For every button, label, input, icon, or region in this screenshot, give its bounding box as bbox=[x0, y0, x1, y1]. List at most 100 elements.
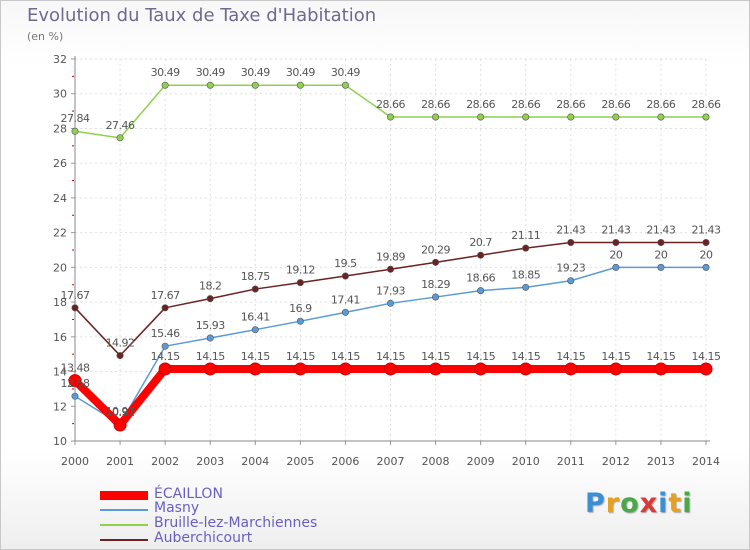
data-label: 30.49 bbox=[151, 66, 180, 79]
data-point bbox=[384, 362, 397, 376]
data-label: 17.41 bbox=[331, 293, 360, 306]
data-label: 17.93 bbox=[376, 284, 405, 297]
brand-letter: i bbox=[682, 488, 693, 519]
data-label: 28.66 bbox=[646, 98, 675, 111]
data-point bbox=[432, 113, 440, 121]
data-point bbox=[522, 283, 530, 291]
x-tick-label: 2010 bbox=[512, 455, 540, 468]
data-label: 14.15 bbox=[196, 350, 225, 363]
data-point bbox=[432, 293, 440, 301]
x-tick-label: 2009 bbox=[467, 455, 495, 468]
y-tick-label: 18 bbox=[53, 296, 67, 309]
y-axis-unit: (en %) bbox=[27, 30, 64, 43]
y-tick-label: 16 bbox=[53, 331, 67, 344]
y-tick-label: 28 bbox=[53, 122, 67, 135]
data-point bbox=[206, 295, 214, 303]
proxiti-logo: Proxiti bbox=[585, 488, 693, 519]
data-label: 21.11 bbox=[511, 229, 540, 242]
legend-swatch-auberchicourt bbox=[100, 539, 148, 541]
data-point bbox=[116, 352, 124, 360]
data-label: 14.15 bbox=[376, 350, 405, 363]
data-label: 19.5 bbox=[334, 257, 357, 270]
x-tick-label: 2007 bbox=[377, 455, 405, 468]
legend-swatch-masny bbox=[100, 509, 148, 511]
data-point bbox=[341, 81, 349, 89]
brand-letter: P bbox=[585, 488, 606, 519]
data-point bbox=[296, 81, 304, 89]
data-label: 14.15 bbox=[692, 350, 721, 363]
data-point bbox=[386, 299, 394, 307]
data-label: 27.46 bbox=[106, 119, 135, 132]
legend-item-ecaillon: ÉCAILLON bbox=[100, 486, 460, 503]
data-label: 28.66 bbox=[421, 98, 450, 111]
data-point bbox=[702, 239, 710, 247]
data-label: 20 bbox=[700, 248, 713, 261]
legend-swatch-ecaillon bbox=[100, 491, 148, 500]
data-point bbox=[158, 362, 172, 376]
data-label: 15.93 bbox=[196, 319, 225, 332]
data-label: 14.92 bbox=[106, 337, 135, 350]
data-label: 21.43 bbox=[556, 224, 585, 237]
data-label: 17.67 bbox=[151, 289, 180, 302]
legend-item-auberchicourt: Auberchicourt bbox=[100, 530, 460, 547]
data-point bbox=[702, 263, 710, 271]
data-point bbox=[296, 279, 304, 287]
data-point bbox=[341, 272, 349, 280]
data-label: 18.75 bbox=[241, 270, 270, 283]
data-label: 14.15 bbox=[241, 350, 270, 363]
data-label: 28.66 bbox=[556, 98, 585, 111]
data-point bbox=[477, 113, 485, 121]
data-label: 30.49 bbox=[331, 66, 360, 79]
data-label: 14.15 bbox=[466, 350, 495, 363]
chart-title: Evolution du Taux de Taxe d'Habitation bbox=[27, 5, 377, 26]
series-line bbox=[72, 364, 706, 430]
data-point bbox=[654, 362, 668, 376]
legend-item-masny: Masny bbox=[100, 500, 460, 517]
y-tick-label: 20 bbox=[53, 261, 67, 274]
data-label: 30.49 bbox=[286, 66, 315, 79]
data-label: 14.15 bbox=[286, 350, 315, 363]
y-tick-label: 26 bbox=[53, 157, 67, 170]
data-label: 28.66 bbox=[376, 98, 405, 111]
y-tick-label: 22 bbox=[53, 227, 67, 240]
data-label: 21.43 bbox=[646, 224, 675, 237]
brand-letter: o bbox=[620, 488, 640, 519]
data-point bbox=[477, 251, 485, 259]
data-point bbox=[564, 362, 578, 376]
data-point bbox=[341, 308, 349, 316]
data-point bbox=[567, 239, 575, 247]
data-label: 18.66 bbox=[466, 272, 495, 285]
data-point bbox=[296, 317, 304, 325]
y-tick-label: 30 bbox=[53, 88, 67, 101]
data-label: 28.66 bbox=[601, 98, 630, 111]
data-label: 15.46 bbox=[151, 327, 180, 340]
data-point bbox=[609, 362, 623, 376]
data-label: 14.15 bbox=[601, 350, 630, 363]
x-tick-label: 2003 bbox=[196, 455, 224, 468]
data-point bbox=[161, 81, 169, 89]
legend-item-bruille: Bruille-lez-Marchiennes bbox=[100, 515, 460, 532]
data-point bbox=[251, 326, 259, 334]
data-point bbox=[474, 362, 488, 376]
brand-letter: x bbox=[639, 488, 659, 519]
data-point bbox=[657, 239, 665, 247]
data-label: 30.49 bbox=[196, 66, 225, 79]
data-point bbox=[293, 362, 307, 376]
data-point bbox=[161, 304, 169, 312]
legend-label-masny: Masny bbox=[154, 500, 200, 516]
x-tick-label: 2011 bbox=[557, 455, 585, 468]
x-tick-label: 2001 bbox=[106, 455, 134, 468]
data-label: 14.15 bbox=[151, 350, 180, 363]
data-label: 17.67 bbox=[61, 289, 90, 302]
data-point bbox=[477, 287, 485, 295]
data-label: 28.66 bbox=[511, 98, 540, 111]
data-point bbox=[432, 258, 440, 266]
data-label: 28.66 bbox=[466, 98, 495, 111]
data-label: 14.15 bbox=[511, 350, 540, 363]
x-tick-label: 2013 bbox=[647, 455, 675, 468]
data-label: 18.85 bbox=[511, 268, 540, 281]
data-label: 19.89 bbox=[376, 250, 405, 263]
data-point bbox=[612, 263, 620, 271]
